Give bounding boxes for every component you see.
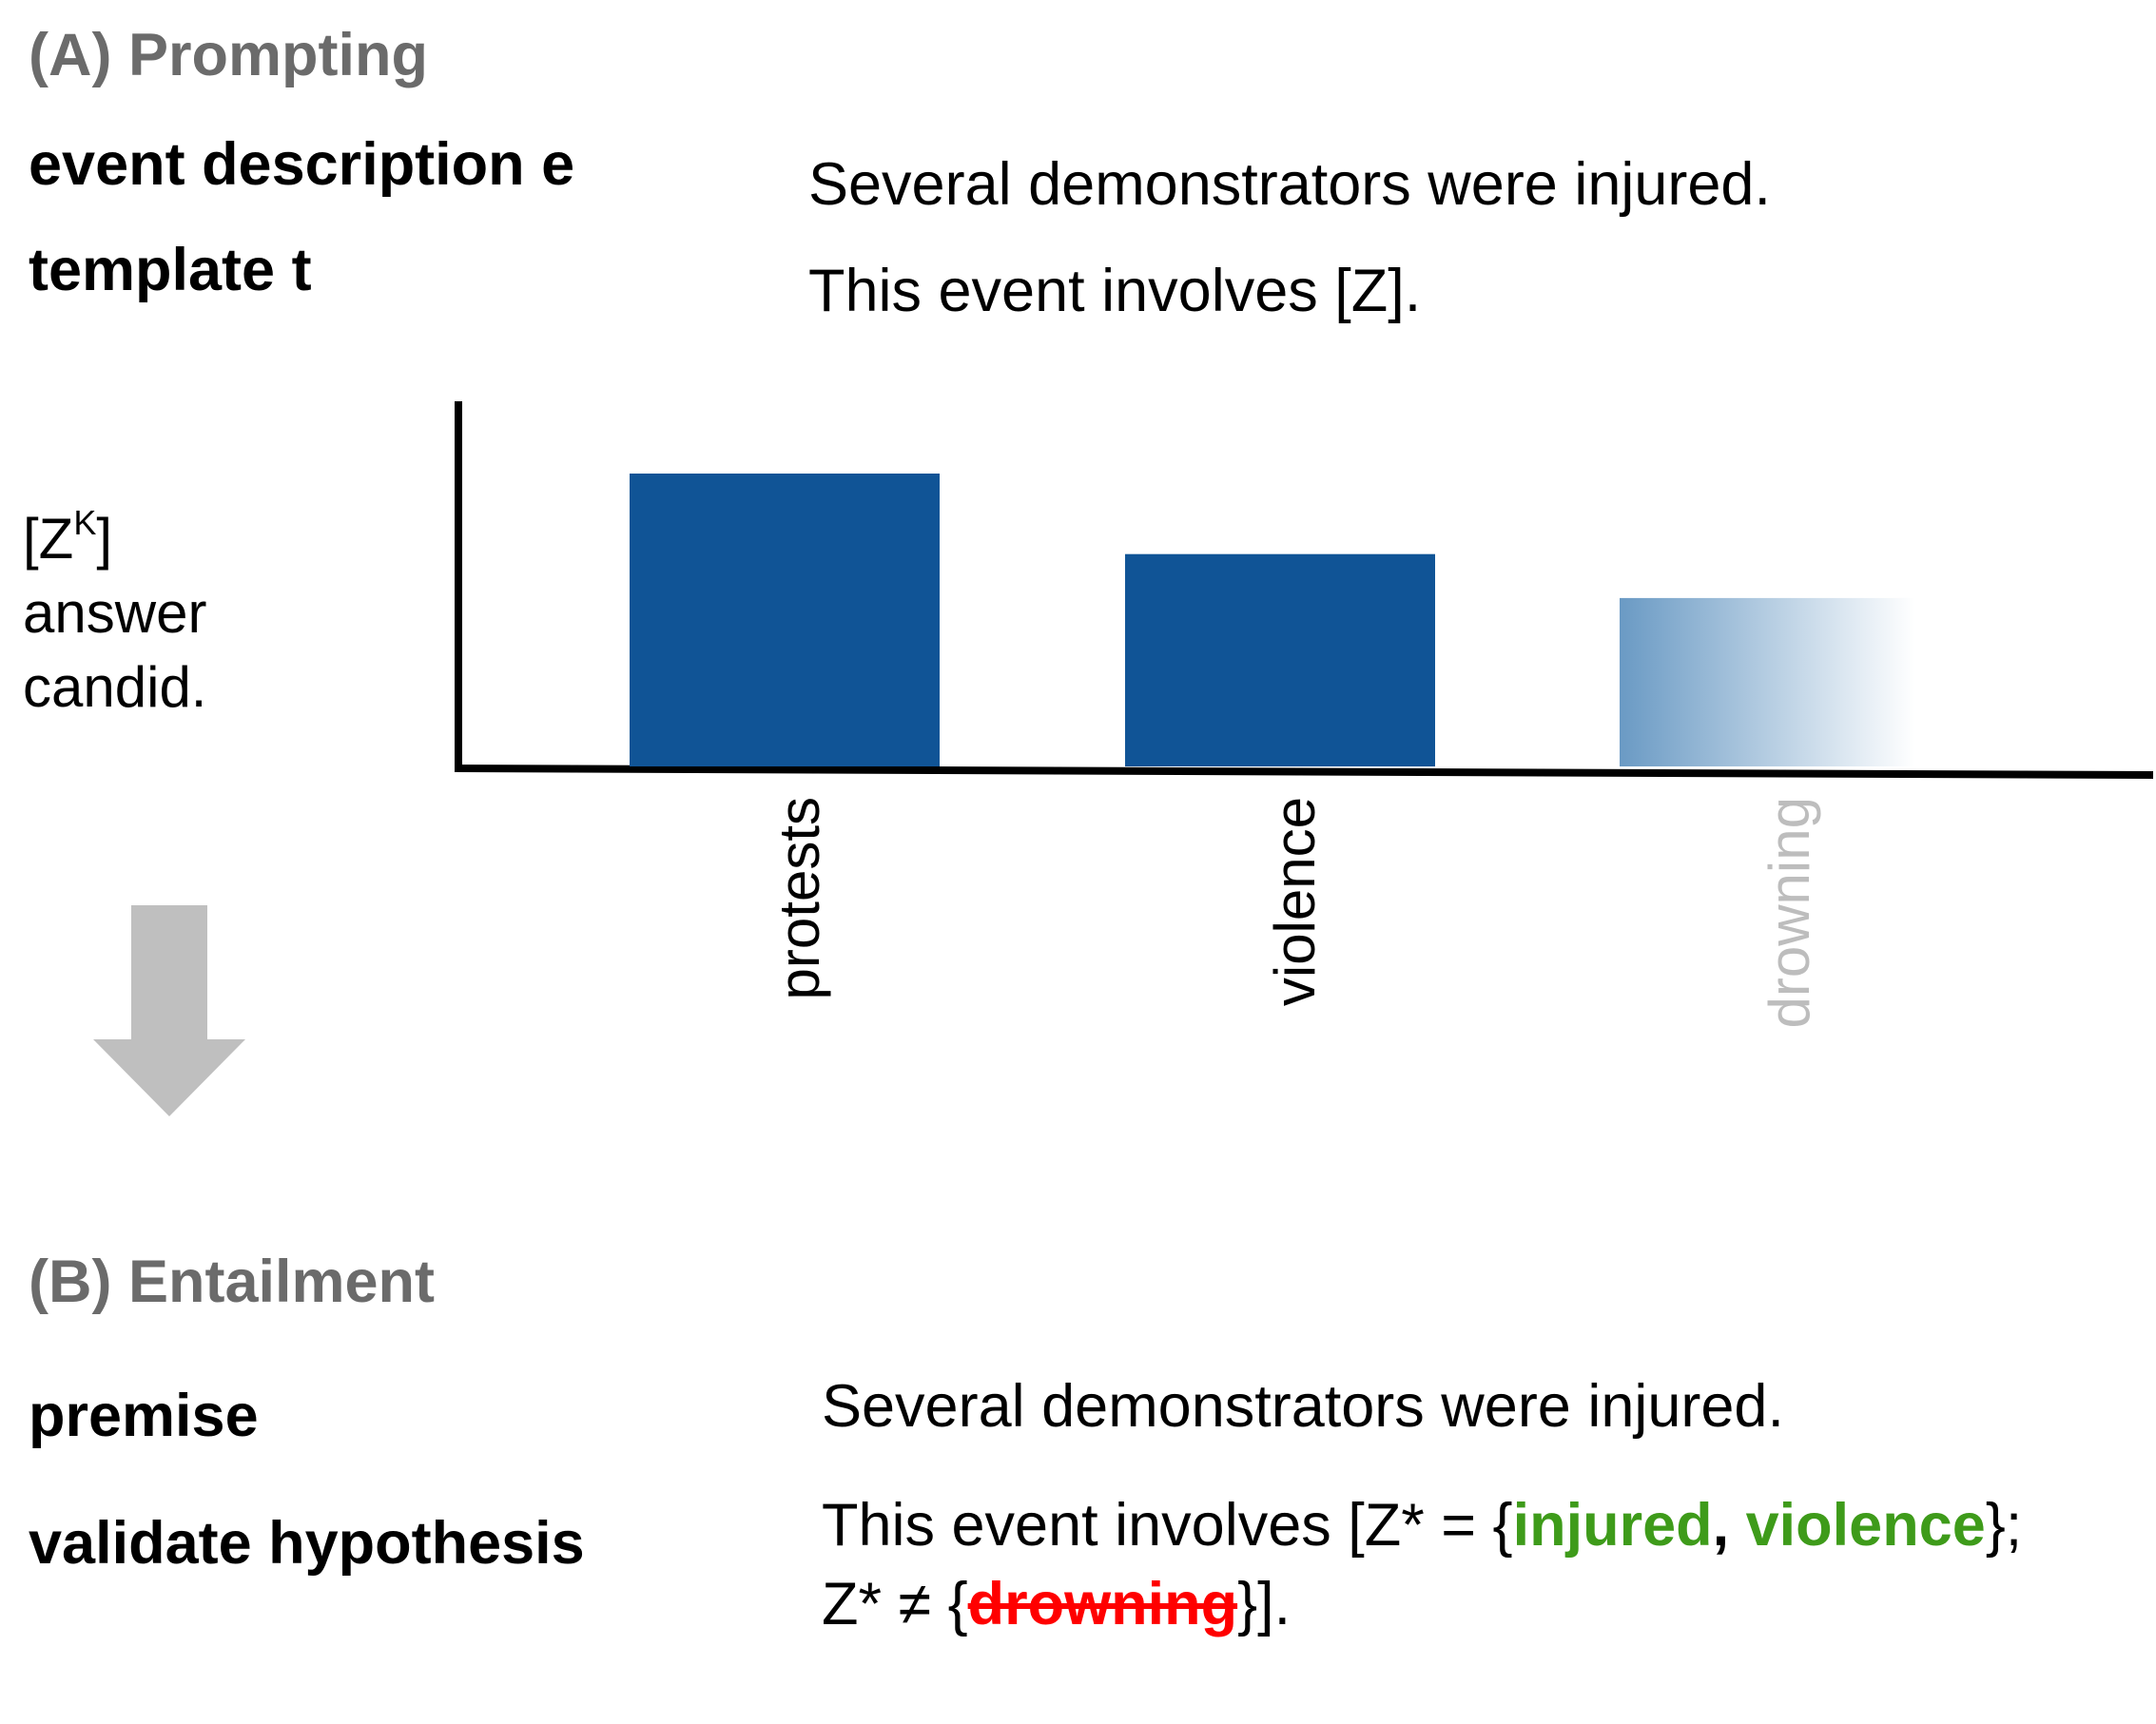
premise-text: Several demonstrators were injured. bbox=[822, 1373, 1784, 1440]
bar-label-protests: protests bbox=[767, 797, 831, 999]
chart-x-axis bbox=[454, 765, 2154, 779]
template-text: This event involves [Z]. bbox=[808, 258, 1422, 324]
event-description-label: event description e bbox=[29, 131, 575, 198]
down-arrow-icon bbox=[93, 905, 245, 1116]
bar-label-violence: violence bbox=[1263, 797, 1327, 1006]
bar-protests bbox=[630, 474, 940, 766]
bar-violence bbox=[1125, 553, 1435, 766]
valid-answer-injured: injured bbox=[1512, 1492, 1713, 1559]
answer-candidates-line1: [ZK] bbox=[23, 503, 113, 571]
section-a-title: (A) Prompting bbox=[29, 22, 428, 88]
premise-label: premise bbox=[29, 1383, 259, 1449]
answer-candidates-superscript: K bbox=[73, 503, 97, 542]
answer-candidates-line3: candid. bbox=[23, 655, 207, 719]
event-description-text: Several demonstrators were injured. bbox=[808, 151, 1771, 218]
hypothesis-line2: Z* ≠ {drowning}]. bbox=[822, 1571, 1292, 1637]
bar-drowning bbox=[1620, 597, 1914, 766]
answer-candidates-line2: answer bbox=[23, 581, 207, 645]
hypothesis-text: This event involves [Z* = {injured, viol… bbox=[822, 1486, 2022, 1644]
valid-answer-violence: violence bbox=[1745, 1492, 1986, 1559]
bar-label-drowning: drowning bbox=[1758, 797, 1821, 1029]
template-label: template t bbox=[29, 237, 312, 303]
hypothesis-line1: This event involves [Z* = {injured, viol… bbox=[822, 1492, 2023, 1559]
section-b-title: (B) Entailment bbox=[29, 1249, 436, 1315]
invalid-answer-drowning: drowning bbox=[967, 1571, 1238, 1637]
answer-candidates-label: [ZK] answer candid. bbox=[23, 502, 206, 725]
hypothesis-label: validate hypothesis bbox=[29, 1510, 585, 1577]
